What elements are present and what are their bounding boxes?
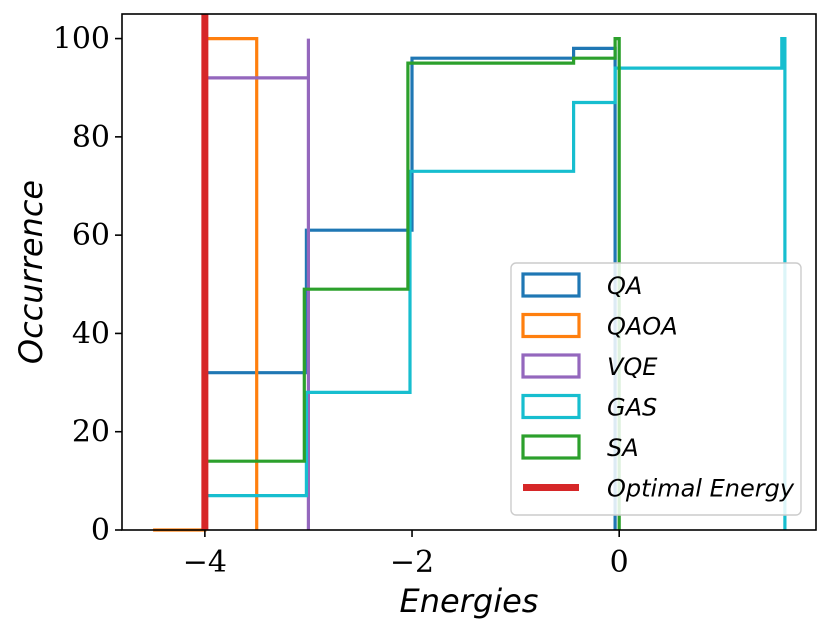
legend-label-qa: QA — [607, 272, 642, 300]
legend-swatch-sa — [521, 434, 581, 460]
legend-box — [510, 262, 802, 516]
legend: QA QAOA VQE GAS SA Optimal Energy — [510, 262, 802, 516]
y-tick-label: 80 — [72, 120, 110, 155]
legend-swatch-vqe — [521, 353, 581, 379]
x-tick-label: −4 — [183, 545, 227, 580]
series-gas-line — [203, 37, 787, 530]
legend-label-qaoa: QAOA — [607, 313, 678, 341]
series-sa-line — [203, 37, 621, 530]
plot-frame — [121, 13, 817, 531]
y-tick-label: 40 — [72, 316, 110, 351]
y-tick-label: 60 — [72, 218, 110, 253]
legend-swatch-gas — [521, 393, 581, 420]
legend-label-sa: SA — [607, 434, 639, 462]
y-tick-label: 0 — [91, 513, 110, 548]
legend-label-optimal-energy: Optimal Energy — [607, 475, 795, 503]
y-tick-label: 20 — [72, 415, 110, 450]
legend-label-gas: GAS — [607, 394, 657, 422]
y-axis-label: Occurrence — [12, 180, 50, 364]
x-tick-label: −2 — [390, 545, 434, 580]
x-tick-label: 0 — [610, 545, 629, 580]
axis-ticks: −4 −2 0 0 20 40 60 80 100 — [53, 22, 629, 580]
legend-swatch-qa — [521, 272, 581, 298]
x-axis-label: Energies — [400, 582, 539, 620]
y-tick-label: 100 — [53, 22, 110, 57]
legend-swatch-qaoa — [521, 312, 581, 339]
legend-label-vqe: VQE — [607, 353, 658, 381]
